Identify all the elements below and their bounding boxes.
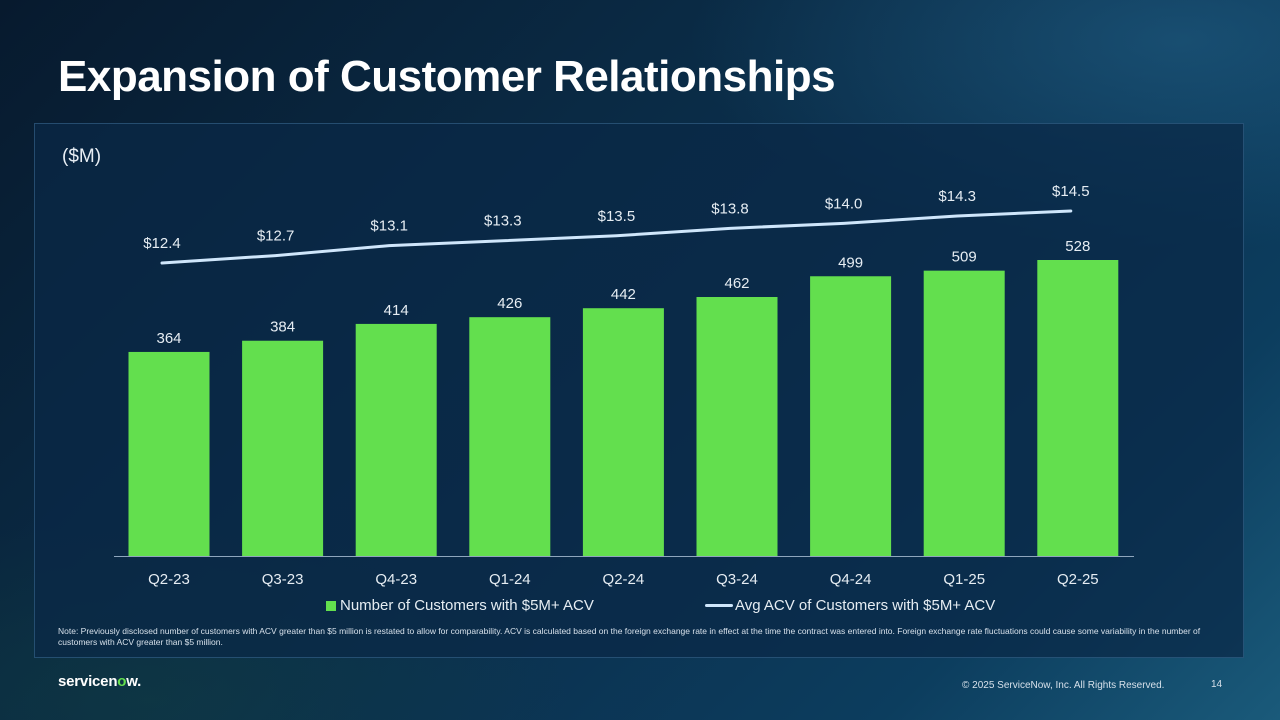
x-tick-Q2-23: Q2-23 bbox=[148, 571, 190, 588]
bar-Q2-25 bbox=[1037, 260, 1119, 556]
bar-Q4-24 bbox=[810, 276, 892, 556]
footnote: Note: Previously disclosed number of cus… bbox=[58, 626, 1201, 647]
line-label-Q1-24: $13.3 bbox=[484, 213, 522, 230]
x-tick-Q3-24: Q3-24 bbox=[716, 571, 758, 588]
legend-bar-swatch bbox=[326, 600, 336, 611]
bar-label-Q3-24: 462 bbox=[724, 275, 749, 292]
line-label-Q4-23: $13.1 bbox=[370, 218, 408, 235]
bar-Q1-25 bbox=[923, 270, 1005, 556]
x-tick-Q4-24: Q4-24 bbox=[830, 571, 872, 588]
bar-Q1-24 bbox=[469, 317, 551, 556]
bar-label-Q1-24: 426 bbox=[497, 295, 522, 312]
line-label-Q3-23: $12.7 bbox=[257, 228, 295, 245]
bar-Q3-23 bbox=[242, 340, 324, 556]
line-label-Q2-23: $12.4 bbox=[143, 235, 181, 252]
bar-label-Q3-23: 384 bbox=[270, 319, 295, 336]
servicenow-logo: servicenow. bbox=[58, 673, 142, 690]
line-label-Q2-24: $13.5 bbox=[598, 208, 636, 225]
bar-label-Q2-24: 442 bbox=[611, 286, 636, 303]
line-label-Q3-24: $13.8 bbox=[711, 200, 749, 217]
bar-label-Q2-23: 364 bbox=[156, 330, 181, 347]
page-title: Expansion of Customer Relationships bbox=[58, 52, 836, 101]
bar-series bbox=[128, 260, 1119, 556]
bar-Q2-24 bbox=[582, 308, 664, 556]
bar-label-Q4-24: 499 bbox=[838, 254, 863, 271]
x-tick-Q4-23: Q4-23 bbox=[375, 571, 417, 588]
copyright: © 2025 ServiceNow, Inc. All Rights Reser… bbox=[962, 680, 1165, 691]
x-tick-Q2-25: Q2-25 bbox=[1057, 571, 1099, 588]
line-label-Q1-25: $14.3 bbox=[938, 188, 976, 205]
line-labels: $12.4 $12.7 $13.1 $13.3 $13.5 $13.8 $14.0 $14.3… bbox=[143, 183, 1089, 252]
bar-label-Q1-25: 509 bbox=[952, 249, 977, 266]
x-axis-ticks: Q2-23 Q3-23 Q4-23 Q1-24 Q2-24 Q3-24 Q4-24 Q1-25… bbox=[148, 571, 1099, 588]
avg-acv-line bbox=[160, 209, 1073, 265]
line-label-Q2-25: $14.5 bbox=[1052, 183, 1090, 200]
bar-label-Q4-23: 414 bbox=[384, 302, 409, 319]
legend-line-swatch bbox=[705, 604, 733, 607]
legend: Number of Customers with $5M+ ACV Avg AC… bbox=[0, 597, 1280, 617]
bar-label-Q2-25: 528 bbox=[1065, 238, 1090, 255]
line-label-Q4-24: $14.0 bbox=[825, 195, 863, 212]
page-number: 14 bbox=[1211, 679, 1223, 690]
bar-labels: 364 384 414 426 442 462 499 509 528 bbox=[156, 238, 1090, 347]
legend-item-bar: Number of Customers with $5M+ ACV bbox=[326, 597, 594, 614]
x-tick-Q2-24: Q2-24 bbox=[603, 571, 645, 588]
bar-Q4-23 bbox=[355, 323, 437, 556]
unit-label: ($M) bbox=[62, 146, 102, 167]
line-series bbox=[160, 209, 1073, 265]
legend-bar-label: Number of Customers with $5M+ ACV bbox=[340, 597, 594, 614]
bar-Q3-24 bbox=[696, 297, 778, 556]
x-tick-Q3-23: Q3-23 bbox=[262, 571, 304, 588]
bar-Q2-23 bbox=[128, 351, 210, 556]
x-tick-Q1-25: Q1-25 bbox=[943, 571, 985, 588]
legend-line-label: Avg ACV of Customers with $5M+ ACV bbox=[735, 597, 996, 614]
legend-item-line: Avg ACV of Customers with $5M+ ACV bbox=[705, 597, 995, 614]
x-tick-Q1-24: Q1-24 bbox=[489, 571, 531, 588]
